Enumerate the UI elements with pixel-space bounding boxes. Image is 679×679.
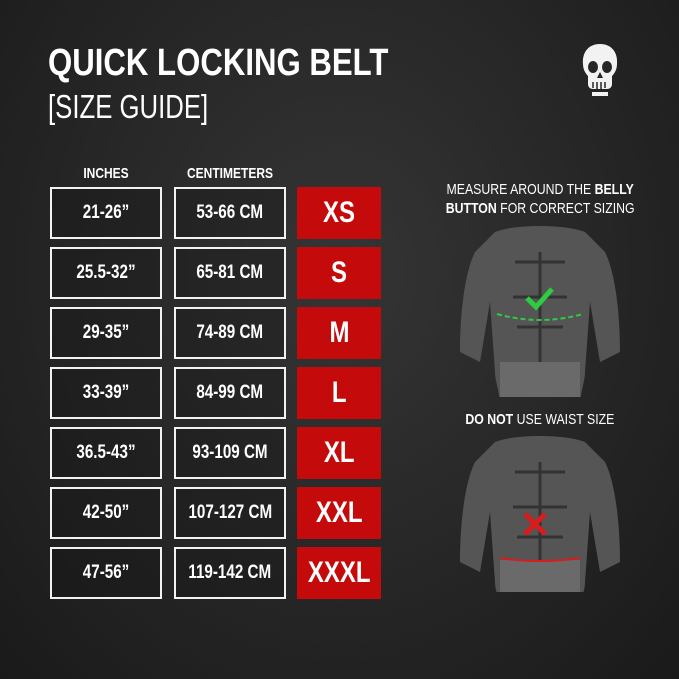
inches-cell: 29-35” (50, 307, 162, 359)
page-subtitle: [SIZE GUIDE] (48, 88, 209, 125)
inches-value: 42-50” (82, 502, 130, 523)
cm-value: 93-109 CM (192, 442, 268, 463)
size-value: XS (322, 196, 356, 229)
torso-incorrect-image (460, 436, 620, 592)
inches-cell: 36.5-43” (50, 427, 162, 479)
inches-value: 21-26” (82, 202, 130, 223)
size-label-cell: XXXL (297, 547, 381, 599)
cm-cell: 107-127 CM (174, 487, 286, 539)
cm-value: 107-127 CM (188, 502, 272, 523)
cm-cell: 93-109 CM (174, 427, 286, 479)
inches-value: 29-35” (82, 322, 130, 343)
size-label-cell: XXL (297, 487, 381, 539)
size-value: XL (323, 436, 355, 469)
cm-value: 84-99 CM (196, 382, 264, 403)
size-value: XXL (315, 496, 363, 529)
cm-cell: 119-142 CM (174, 547, 286, 599)
size-label-cell: XL (297, 427, 381, 479)
size-value: XXXL (307, 556, 371, 589)
size-label-cell: S (297, 247, 381, 299)
inches-value: 33-39” (82, 382, 130, 403)
torso-correct-image (460, 226, 620, 397)
page-title: QUICK LOCKING BELT (48, 42, 389, 84)
centimeters-column-header: CENTIMETERS (186, 165, 273, 182)
cm-cell: 53-66 CM (174, 187, 286, 239)
inches-value: 36.5-43” (76, 442, 136, 463)
cm-value: 53-66 CM (196, 202, 264, 223)
inches-value: 47-56” (82, 562, 130, 583)
measure-instruction: MEASURE AROUND THE BELLY BUTTON FOR CORRE… (445, 181, 635, 217)
waist-warning: DO NOT USE WAIST SIZE (465, 411, 615, 428)
size-label-cell: L (297, 367, 381, 419)
size-label-cell: M (297, 307, 381, 359)
cross-icon (523, 512, 547, 536)
cm-cell: 84-99 CM (174, 367, 286, 419)
inches-column-header: INCHES (83, 165, 129, 182)
inches-cell: 25.5-32” (50, 247, 162, 299)
check-icon (525, 287, 554, 311)
inches-cell: 47-56” (50, 547, 162, 599)
size-value: M (329, 316, 349, 349)
size-value: L (331, 376, 347, 409)
cm-cell: 65-81 CM (174, 247, 286, 299)
cm-cell: 74-89 CM (174, 307, 286, 359)
cm-value: 74-89 CM (196, 322, 264, 343)
inches-value: 25.5-32” (76, 262, 136, 283)
cm-value: 119-142 CM (188, 562, 272, 583)
size-value: S (330, 256, 347, 289)
skull-logo-icon (582, 44, 618, 96)
cm-value: 65-81 CM (196, 262, 264, 283)
inches-cell: 42-50” (50, 487, 162, 539)
inches-cell: 33-39” (50, 367, 162, 419)
size-label-cell: XS (297, 187, 381, 239)
inches-cell: 21-26” (50, 187, 162, 239)
